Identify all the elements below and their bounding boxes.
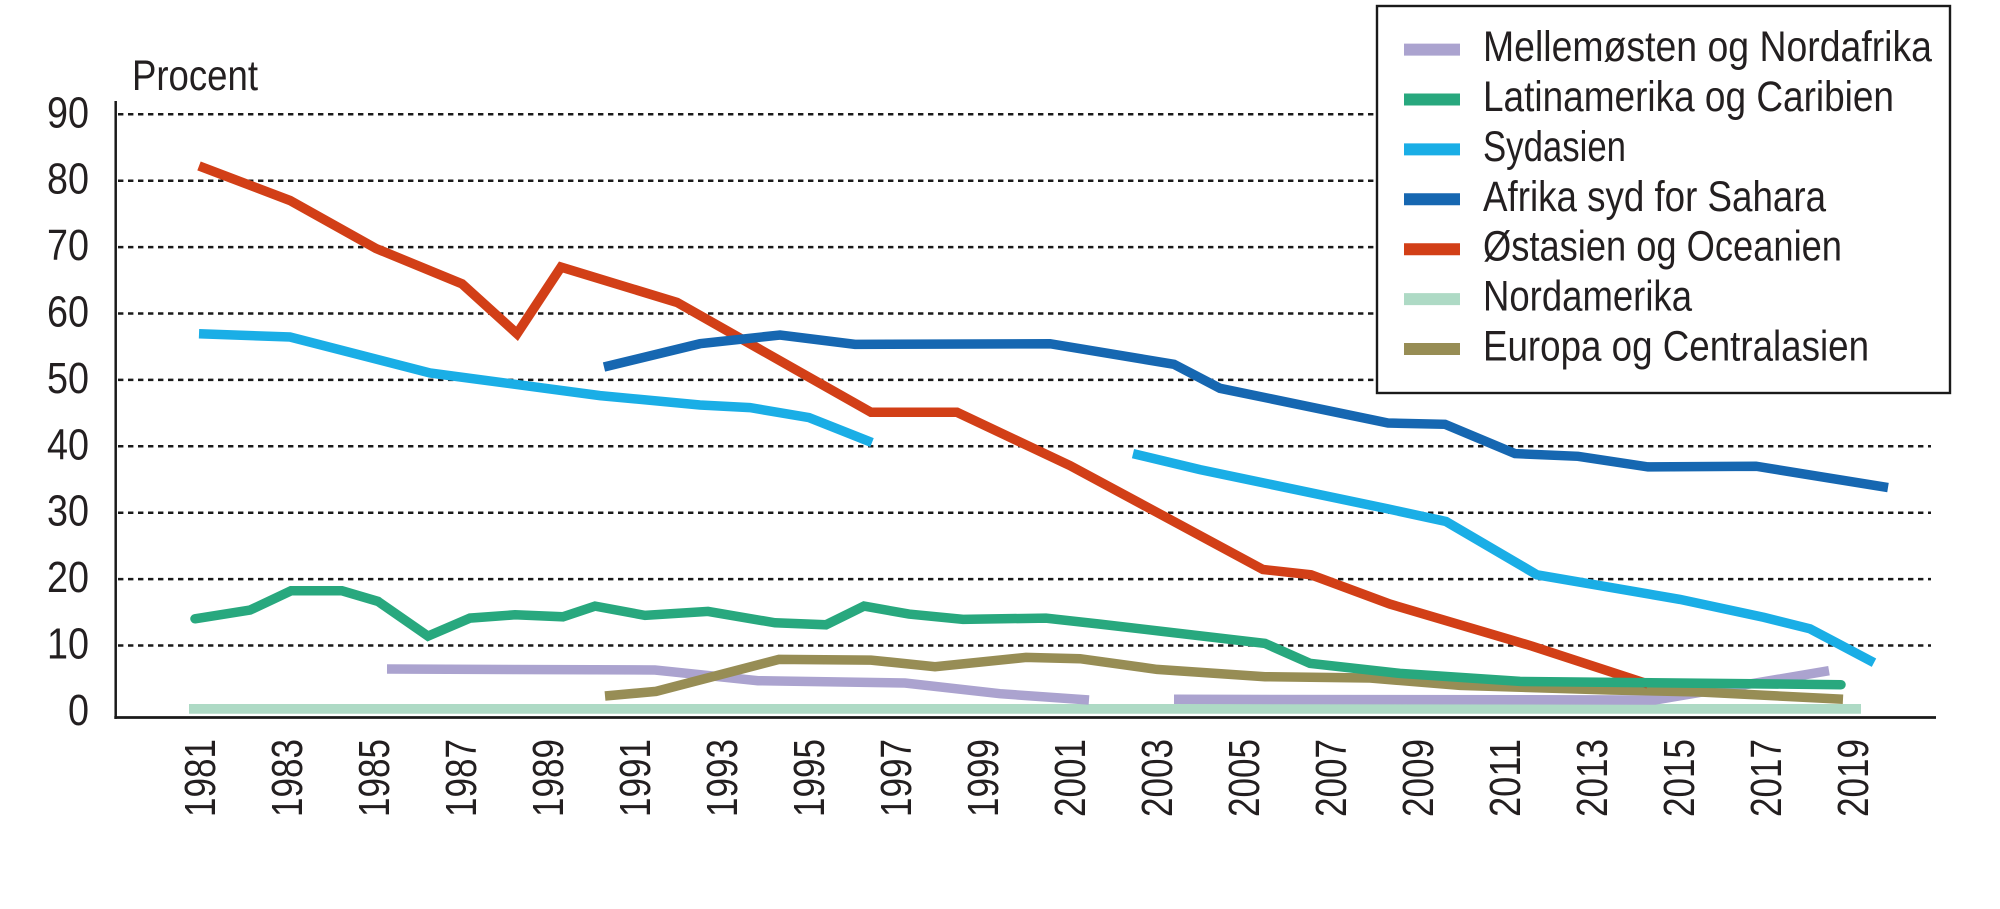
svg-text:2003: 2003 [1133,739,1182,817]
svg-text:60: 60 [47,288,89,337]
svg-text:70: 70 [47,221,89,270]
svg-text:1981: 1981 [176,739,225,817]
svg-text:0: 0 [68,686,89,735]
svg-text:1989: 1989 [524,739,573,817]
svg-text:2019: 2019 [1829,739,1878,817]
svg-text:80: 80 [47,155,89,204]
svg-text:1999: 1999 [959,739,1008,817]
svg-text:1983: 1983 [263,739,312,817]
svg-text:2005: 2005 [1220,739,1269,817]
svg-text:2017: 2017 [1742,739,1791,817]
svg-text:2007: 2007 [1307,739,1356,817]
svg-text:Nordamerika: Nordamerika [1483,273,1692,321]
svg-text:1997: 1997 [872,739,921,817]
svg-text:2001: 2001 [1046,739,1095,817]
svg-text:Afrika syd for Sahara: Afrika syd for Sahara [1483,173,1826,221]
svg-text:Europa og Centralasien: Europa og Centralasien [1483,323,1869,371]
svg-text:2011: 2011 [1481,739,1530,817]
svg-text:1985: 1985 [350,739,399,817]
svg-text:Mellemøsten og Nordafrika: Mellemøsten og Nordafrika [1483,23,1932,71]
svg-text:10: 10 [47,620,89,669]
svg-text:2013: 2013 [1568,739,1617,817]
svg-text:30: 30 [47,487,89,536]
svg-text:40: 40 [47,420,89,469]
svg-text:1991: 1991 [611,739,660,817]
svg-text:2009: 2009 [1394,739,1443,817]
svg-text:Sydasien: Sydasien [1483,123,1626,171]
svg-text:1987: 1987 [437,739,486,817]
svg-text:Procent: Procent [132,52,258,100]
svg-text:Østasien og Oceanien: Østasien og Oceanien [1483,223,1842,271]
svg-text:Latinamerika og Caribien: Latinamerika og Caribien [1483,73,1894,121]
svg-text:1993: 1993 [698,739,747,817]
svg-text:1995: 1995 [785,739,834,817]
svg-text:20: 20 [47,553,89,602]
svg-text:50: 50 [47,354,89,403]
svg-text:2015: 2015 [1655,739,1704,817]
svg-text:90: 90 [47,88,89,137]
